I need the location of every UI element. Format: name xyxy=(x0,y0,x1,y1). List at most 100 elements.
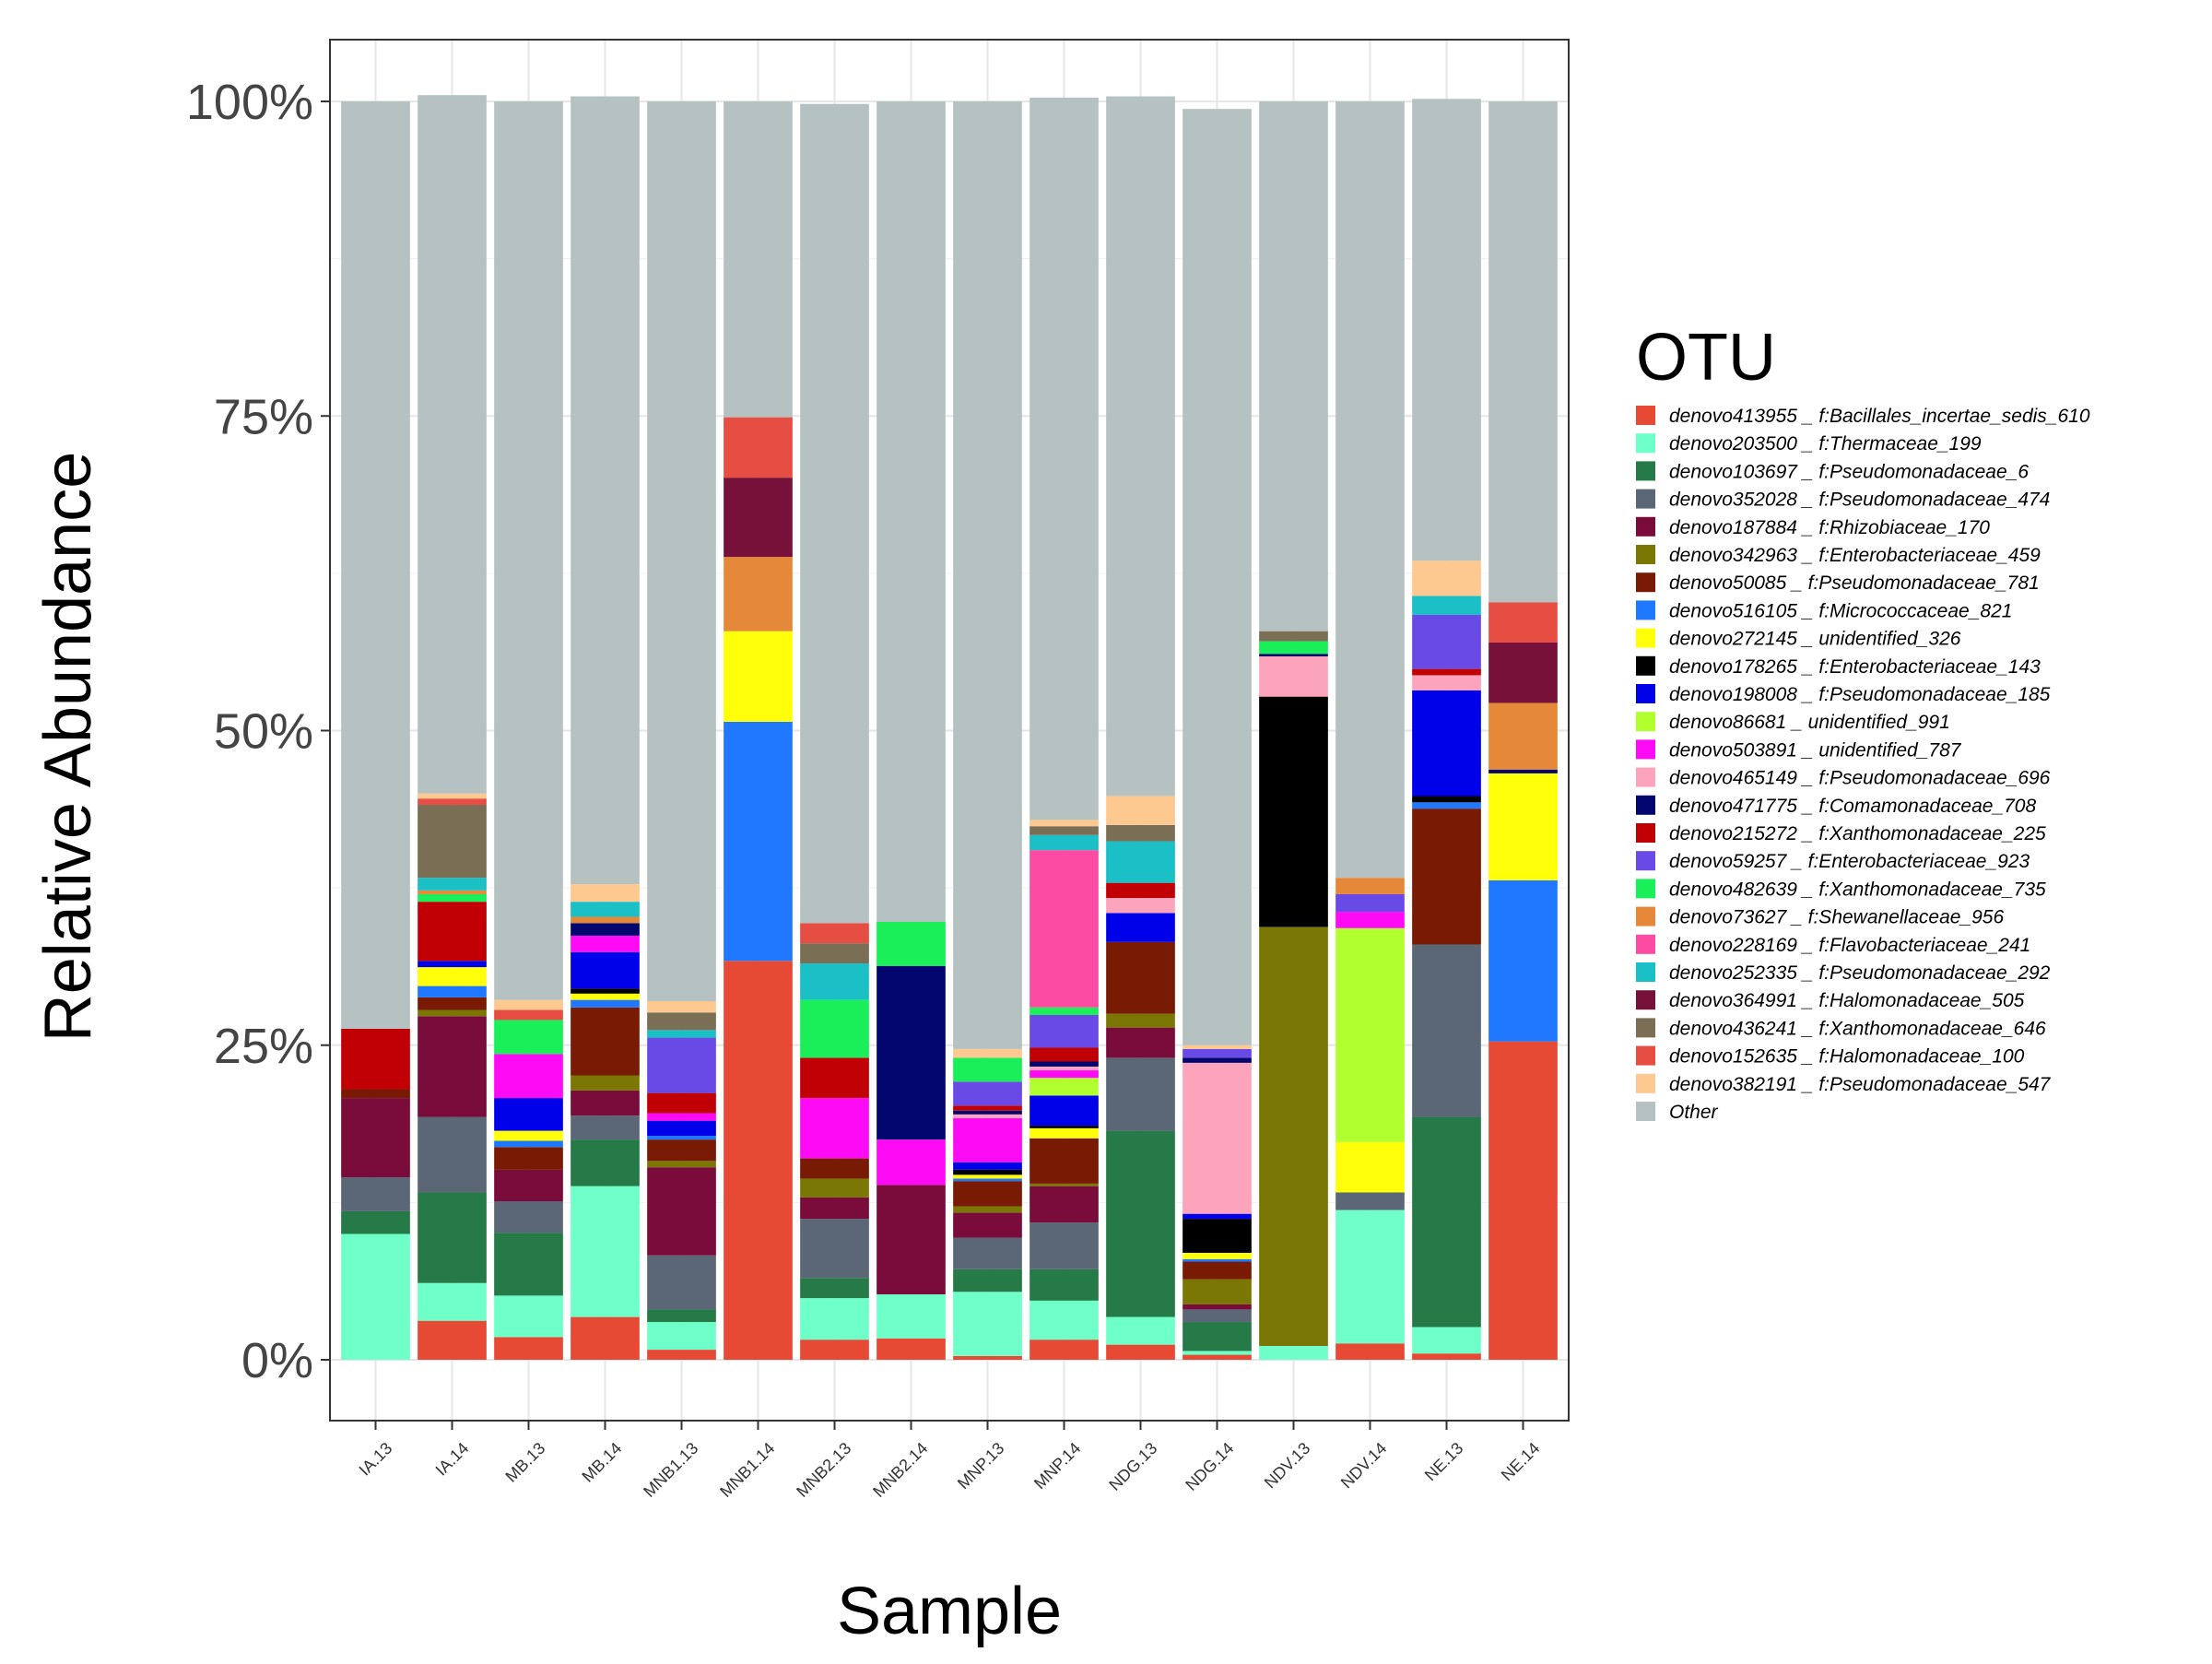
bar-segment xyxy=(877,965,946,1140)
bar-segment xyxy=(494,1009,563,1021)
legend-label: denovo228169 _ f:Flavobacteriaceae_241 xyxy=(1669,935,2030,956)
bar-segment xyxy=(1488,101,1558,603)
bar-segment xyxy=(1106,1013,1175,1028)
bar-segment xyxy=(953,1081,1022,1106)
legend-label: denovo352028 _ f:Pseudomonadaceae_474 xyxy=(1669,490,2050,511)
bar-segment xyxy=(1412,802,1481,809)
bar-segment xyxy=(647,1255,716,1310)
bar-segment xyxy=(1259,655,1328,697)
legend-label: denovo272145 _ unidentified_326 xyxy=(1669,629,1961,650)
bar-segment xyxy=(1488,879,1558,1042)
bar-segment xyxy=(418,1016,487,1117)
legend-swatch xyxy=(1636,461,1655,481)
bar-segment xyxy=(1106,841,1175,883)
bar-segment xyxy=(1182,1322,1252,1351)
bar-segment xyxy=(800,1339,869,1360)
bar-segment xyxy=(418,805,487,879)
bar-segment xyxy=(1106,898,1175,914)
bar-segment xyxy=(418,878,487,891)
bar-segment xyxy=(953,1269,1022,1292)
bar-segment xyxy=(1335,1343,1405,1360)
legend-swatch xyxy=(1636,406,1655,425)
bar-segment xyxy=(1182,1252,1252,1259)
legend-label: denovo413955 _ f:Bacillales_incertae_sed… xyxy=(1669,406,2090,427)
bar-segment xyxy=(1030,1222,1099,1269)
bar-segment xyxy=(1335,1210,1405,1344)
bar-segment xyxy=(1182,1258,1252,1262)
bar-segment xyxy=(494,1201,563,1233)
bar-segment xyxy=(1488,769,1558,773)
bar-segment xyxy=(571,1186,640,1317)
bar-segment xyxy=(647,1120,716,1137)
bar-segment xyxy=(877,1294,946,1339)
bar-segment xyxy=(571,935,640,952)
bar-segment xyxy=(953,1057,1022,1082)
bar-segment xyxy=(1412,614,1481,669)
bar-segment xyxy=(953,1105,1022,1111)
bar-segment xyxy=(1030,1138,1099,1184)
bar-segment xyxy=(1412,1116,1481,1328)
bar-segment xyxy=(877,921,946,966)
bar-segment xyxy=(1182,1354,1252,1360)
bar-segment xyxy=(1106,882,1175,899)
bar-segment xyxy=(1182,109,1252,1045)
bar-segment xyxy=(800,1197,869,1220)
bar-segment xyxy=(1030,1066,1099,1071)
bar-segment xyxy=(494,999,563,1010)
bar-stack-ndg-13 xyxy=(1106,96,1175,1360)
bar-stack-ndv-13 xyxy=(1259,101,1328,1360)
bar-segment xyxy=(494,1054,563,1099)
bar-segment xyxy=(341,1029,410,1090)
bar-segment xyxy=(1259,696,1328,927)
bar-segment xyxy=(418,1192,487,1283)
bar-segment xyxy=(953,1169,1022,1175)
bar-segment xyxy=(800,943,869,964)
bar-segment xyxy=(1030,1126,1099,1128)
bar-segment xyxy=(647,1350,716,1360)
bar-segment xyxy=(418,95,487,794)
bar-segment xyxy=(494,1337,563,1360)
bar-segment xyxy=(1106,824,1175,842)
bar-segment xyxy=(1412,675,1481,690)
bar-segment xyxy=(800,1278,869,1299)
legend-label: denovo382191 _ f:Pseudomonadaceae_547 xyxy=(1669,1074,2052,1095)
bar-segment xyxy=(800,1057,869,1099)
bar-segment xyxy=(571,96,640,885)
bar-segment xyxy=(724,417,793,478)
bar-segment xyxy=(1030,1339,1099,1360)
legend-label: denovo198008 _ f:Pseudomonadaceae_185 xyxy=(1669,684,2051,705)
bar-segment xyxy=(1106,913,1175,942)
legend-swatch xyxy=(1636,906,1655,926)
bar-segment xyxy=(1335,1192,1405,1210)
x-axis-title: Sample xyxy=(837,1575,1062,1648)
bar-segment xyxy=(571,1090,640,1116)
bar-segment xyxy=(571,1139,640,1186)
bar-segment xyxy=(800,1178,869,1198)
bar-segment xyxy=(724,478,793,558)
bar-segment xyxy=(418,961,487,968)
bar-segment xyxy=(1030,1061,1099,1067)
legend-swatch xyxy=(1636,962,1655,982)
legend-label: denovo482639 _ f:Xanthomonadaceae_735 xyxy=(1669,879,2046,900)
bar-segment xyxy=(1030,850,1099,1008)
bar-stack-mnb2-14 xyxy=(877,101,946,1360)
legend-label: denovo178265 _ f:Enterobacteriaceae_143 xyxy=(1669,656,2041,678)
bar-segment xyxy=(1030,1095,1099,1127)
bar-segment xyxy=(1106,1344,1175,1360)
bar-segment xyxy=(800,1219,869,1279)
legend-label: denovo103697 _ f:Pseudomonadaceae_6 xyxy=(1669,461,2029,482)
bar-segment xyxy=(418,793,487,799)
bars-layer xyxy=(341,95,1558,1360)
bar-segment xyxy=(1030,1300,1099,1340)
bar-segment xyxy=(494,1130,563,1141)
bar-segment xyxy=(1106,1027,1175,1058)
legend-swatch xyxy=(1636,655,1655,676)
bar-segment xyxy=(1030,1007,1099,1015)
legend-swatch xyxy=(1636,851,1655,871)
bar-segment xyxy=(418,997,487,1010)
bar-segment xyxy=(1182,1304,1252,1310)
bar-segment xyxy=(418,967,487,986)
bar-segment xyxy=(1488,702,1558,770)
y-axis-title: Relative Abundance xyxy=(31,452,105,1042)
